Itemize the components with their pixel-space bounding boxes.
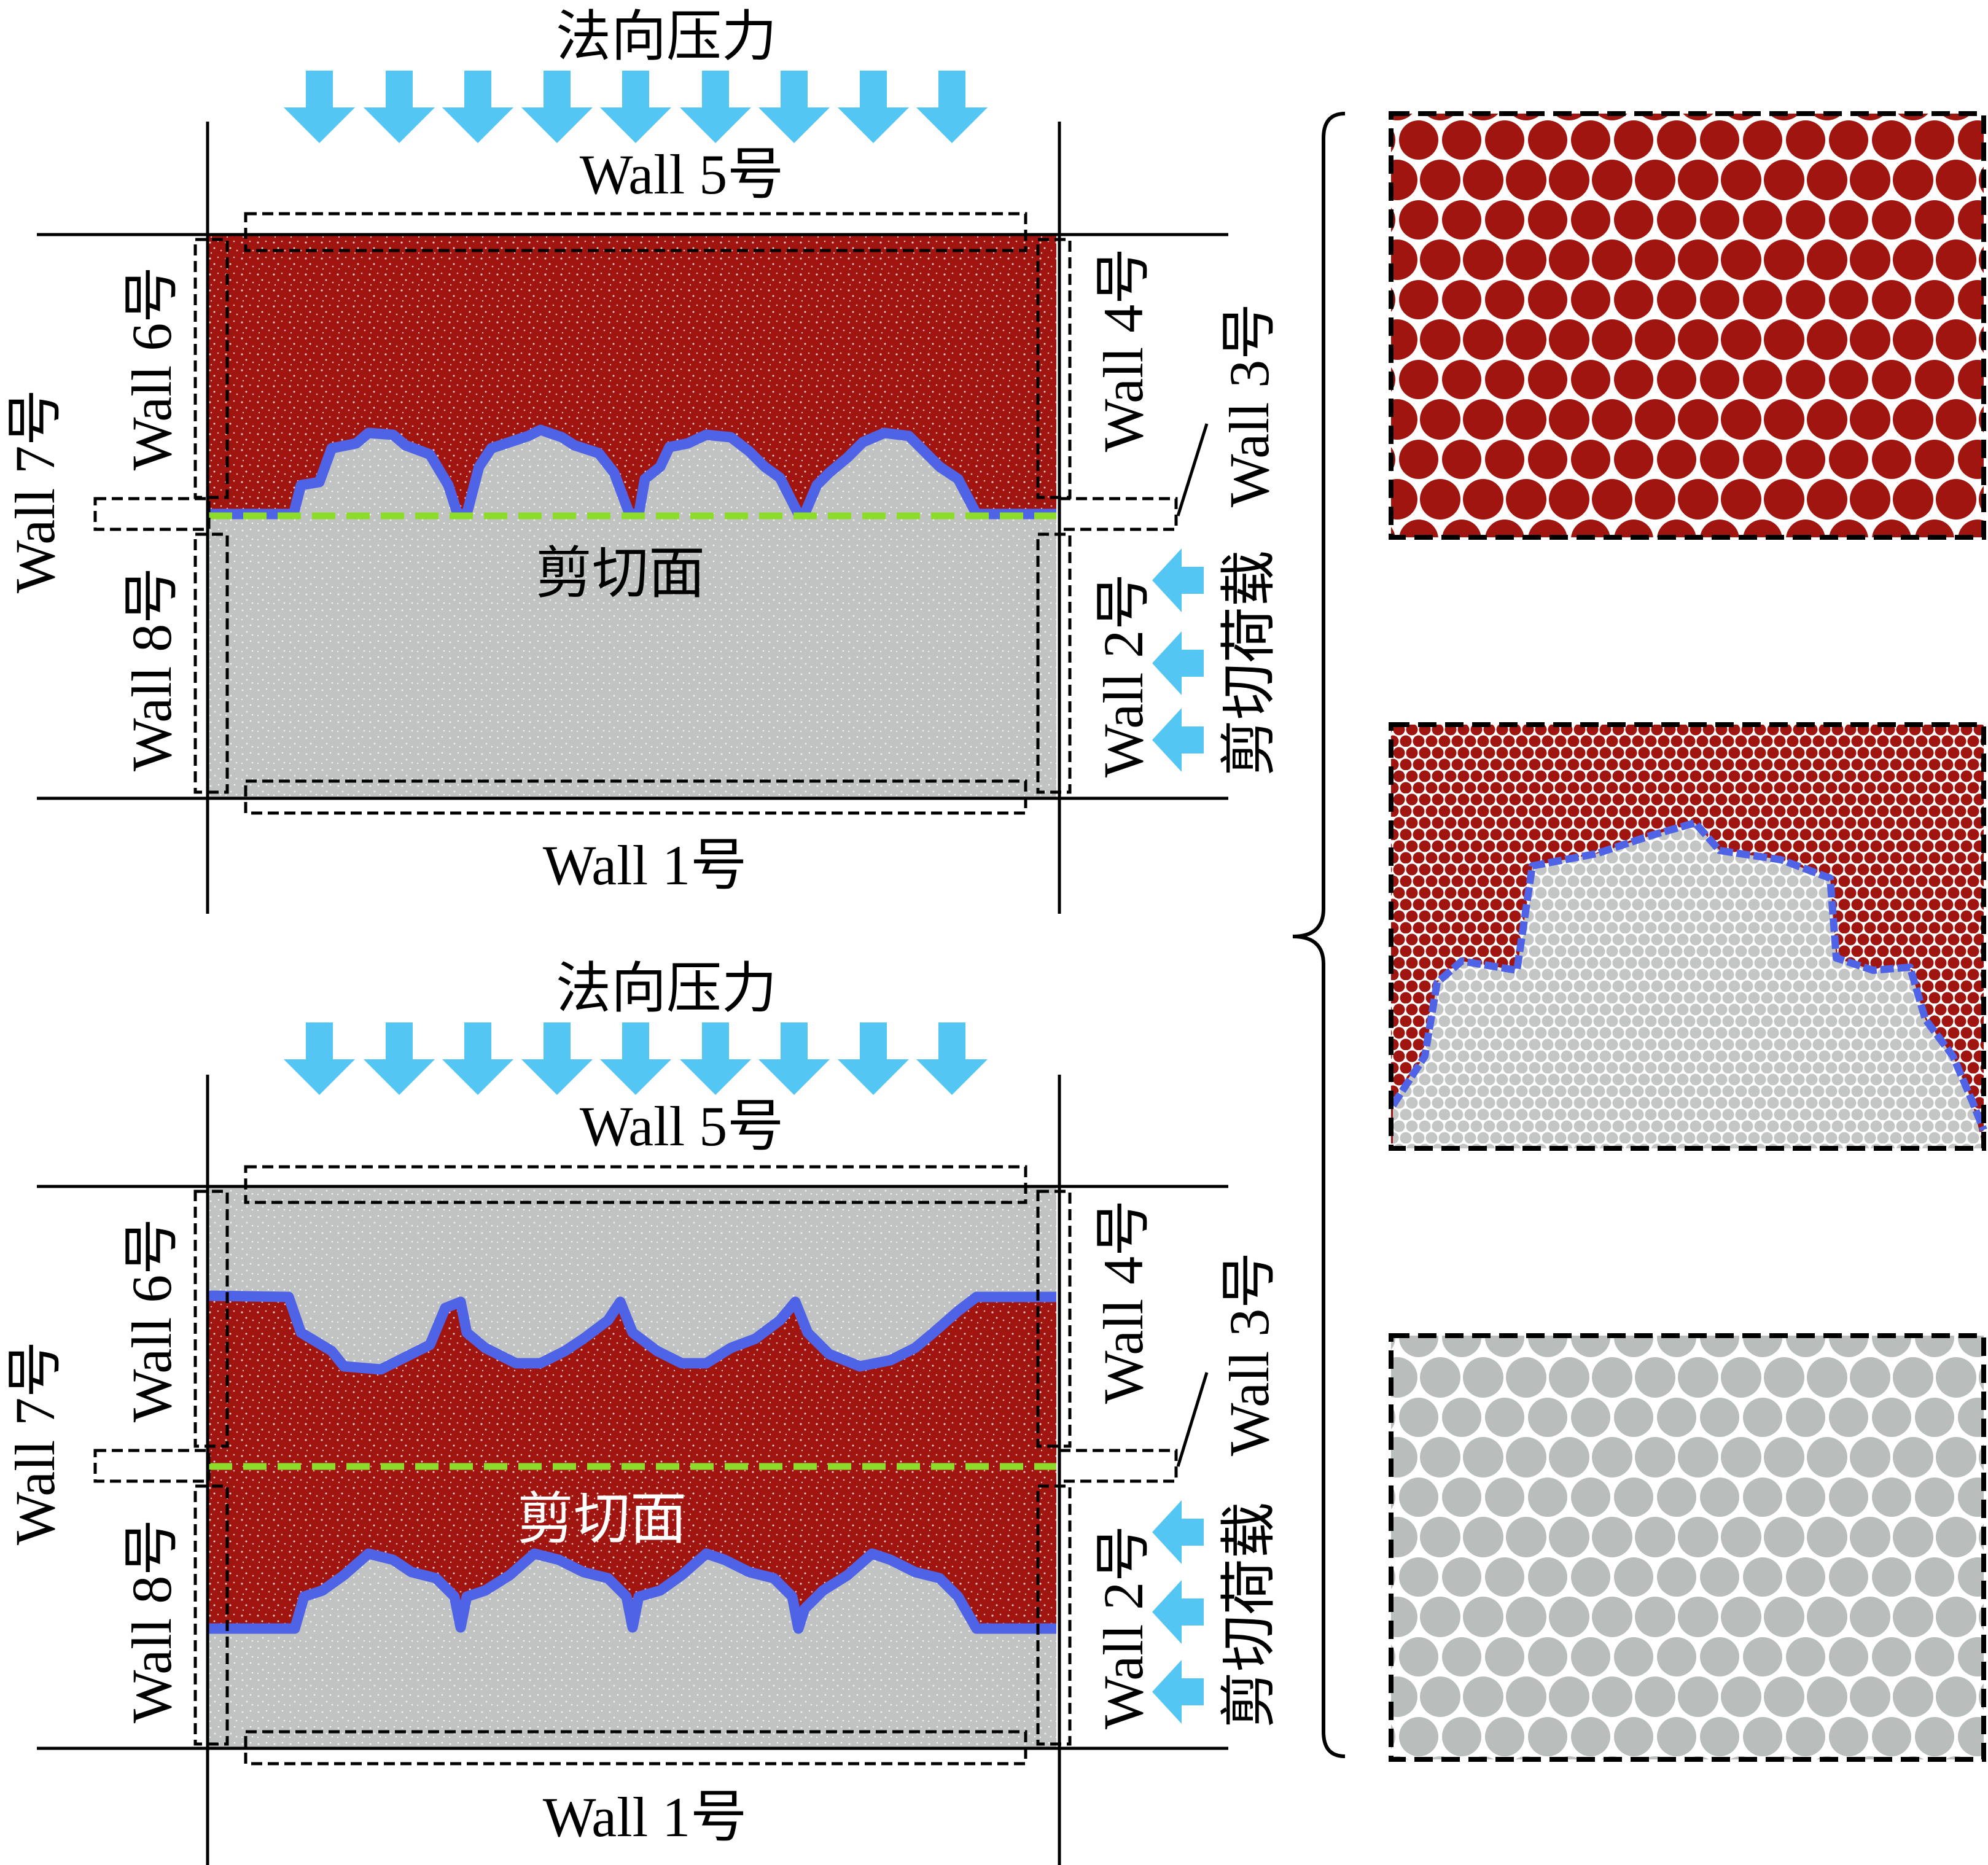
wall-7-box bbox=[93, 497, 211, 531]
normal-pressure-arrows bbox=[284, 71, 988, 143]
shear-plane-label: 剪切面 bbox=[517, 1488, 687, 1551]
wall-1-box bbox=[244, 779, 1027, 815]
wall-7-label: Wall 7号 bbox=[4, 389, 66, 593]
normal-pressure-label: 法向压力 bbox=[556, 7, 777, 68]
left-arrow-icon bbox=[1152, 1500, 1204, 1564]
left-arrow-icon bbox=[1152, 548, 1204, 612]
shear-plane-label: 剪切面 bbox=[536, 542, 705, 605]
wall-4-box bbox=[1036, 238, 1072, 499]
upper-interface-line bbox=[208, 1290, 1056, 1375]
down-arrow-icon bbox=[680, 71, 751, 143]
wall-6-label: Wall 6号 bbox=[120, 1218, 183, 1422]
wall-4-box bbox=[1036, 1189, 1072, 1448]
inset-grey-region bbox=[1393, 823, 1984, 1148]
wall-2-label: Wall 2号 bbox=[1092, 1525, 1155, 1729]
wall-8-label: Wall 8号 bbox=[120, 567, 183, 771]
down-arrow-icon bbox=[442, 71, 513, 143]
shear-load-label: 剪切荷载 bbox=[1218, 1502, 1281, 1728]
rock-layer-red bbox=[209, 1296, 1056, 1629]
wall-6-box bbox=[193, 1189, 229, 1448]
wall-5-box bbox=[244, 1165, 1027, 1204]
wall-8-box bbox=[193, 1484, 229, 1746]
wall-6-box bbox=[193, 238, 229, 499]
down-arrow-icon bbox=[680, 1022, 751, 1095]
down-arrow-icon bbox=[442, 1022, 513, 1095]
wall-2-box bbox=[1036, 1484, 1072, 1746]
wall-1-box bbox=[244, 1730, 1027, 1766]
lower-interface-line bbox=[209, 1548, 1056, 1634]
wall-8-box bbox=[193, 532, 229, 794]
wall-2-label: Wall 2号 bbox=[1092, 574, 1155, 777]
down-arrow-icon bbox=[838, 71, 909, 143]
wall-4-label: Wall 4号 bbox=[1092, 248, 1155, 452]
down-arrow-icon bbox=[364, 71, 435, 143]
wall-7-label: Wall 7号 bbox=[4, 1341, 66, 1545]
top-panel: 法向压力 Wall 5号 剪切面 bbox=[4, 7, 1281, 914]
inset-panel bbox=[1292, 111, 1987, 1762]
wall-3-label: Wall 3号 bbox=[1218, 1252, 1281, 1456]
down-arrow-icon bbox=[600, 71, 671, 143]
wall-3-leader bbox=[1176, 1372, 1209, 1467]
wall-1-label: Wall 1号 bbox=[543, 834, 747, 897]
down-arrow-icon bbox=[521, 71, 593, 143]
down-arrow-icon bbox=[916, 1022, 988, 1095]
normal-pressure-arrows bbox=[284, 1022, 988, 1095]
wall-3-box bbox=[1058, 1449, 1178, 1483]
wall-3-box bbox=[1058, 497, 1178, 531]
down-arrow-icon bbox=[521, 1022, 593, 1095]
wall-3-label: Wall 3号 bbox=[1218, 303, 1281, 507]
inset-interface-particles bbox=[1389, 722, 1987, 1151]
down-arrow-icon bbox=[284, 71, 355, 143]
wall-3-leader bbox=[1176, 423, 1209, 516]
left-arrow-icon bbox=[1152, 631, 1204, 695]
wall-4-label: Wall 4号 bbox=[1092, 1200, 1155, 1404]
shear-load-label: 剪切荷载 bbox=[1218, 550, 1281, 776]
wall-7-box bbox=[93, 1449, 211, 1483]
normal-pressure-label: 法向压力 bbox=[556, 959, 777, 1019]
down-arrow-icon bbox=[916, 71, 988, 143]
inset-interface-line bbox=[1389, 819, 1987, 1132]
curly-brace bbox=[1292, 112, 1346, 1758]
wall-8-label: Wall 8号 bbox=[120, 1519, 183, 1723]
left-arrow-icon bbox=[1152, 1580, 1204, 1644]
down-arrow-icon bbox=[364, 1022, 435, 1095]
lower-box-grey bbox=[209, 514, 1056, 798]
left-arrow-icon bbox=[1152, 708, 1204, 772]
down-arrow-icon bbox=[600, 1022, 671, 1095]
wall-1-label: Wall 1号 bbox=[543, 1786, 747, 1848]
down-arrow-icon bbox=[758, 71, 830, 143]
down-arrow-icon bbox=[758, 1022, 830, 1095]
wall-2-box bbox=[1036, 532, 1072, 794]
left-arrow-icon bbox=[1152, 1660, 1204, 1724]
wall-5-box bbox=[244, 212, 1027, 252]
down-arrow-icon bbox=[284, 1022, 355, 1095]
inset-red-particles bbox=[1389, 111, 1986, 540]
bottom-panel: 法向压力 Wall 5号 剪切面 bbox=[4, 959, 1281, 1865]
inset-grey-particles bbox=[1389, 1333, 1986, 1762]
wall-5-label: Wall 5号 bbox=[580, 143, 784, 206]
down-arrow-icon bbox=[838, 1022, 909, 1095]
wall-6-label: Wall 6号 bbox=[120, 267, 183, 470]
wall-5-label: Wall 5号 bbox=[580, 1095, 784, 1158]
